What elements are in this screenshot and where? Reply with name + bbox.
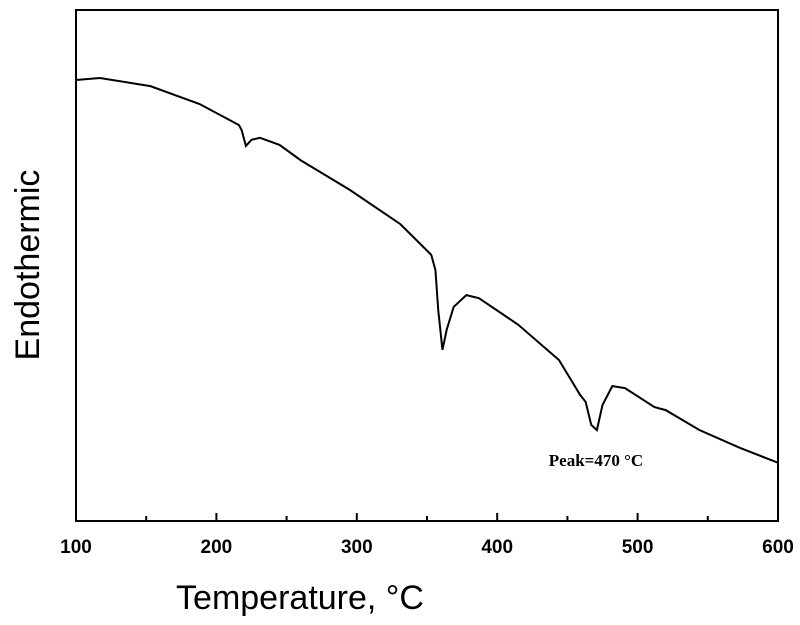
x-tick-label: 600 [762, 537, 794, 558]
annotation: Peak=470 °C [549, 451, 643, 470]
x-tick-label: 400 [481, 537, 513, 558]
y-axis-label: Endothermic [9, 170, 47, 361]
x-tick-label: 200 [201, 537, 233, 558]
x-tick-label: 100 [60, 537, 92, 558]
plot-frame [75, 9, 779, 522]
x-tick-label: 500 [622, 537, 654, 558]
x-tick-label: 300 [341, 537, 373, 558]
x-axis-label: Temperature, °C [176, 579, 424, 617]
data-line [75, 76, 779, 464]
